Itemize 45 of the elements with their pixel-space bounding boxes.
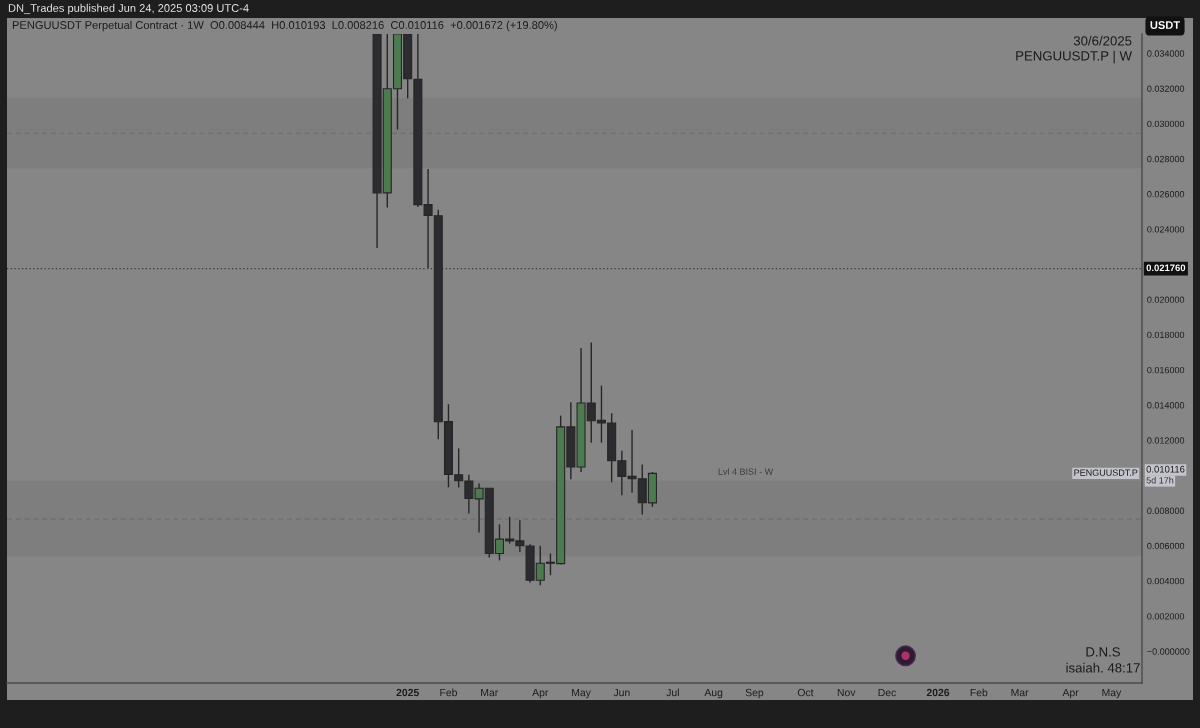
y-tick-label: 0.020000 <box>1147 296 1185 303</box>
text: 5d 17h <box>1146 476 1174 484</box>
x-tick-label: Apr <box>1062 688 1079 699</box>
x-tick-label: May <box>1102 688 1122 699</box>
y-tick-label: 0.008000 <box>1147 507 1185 514</box>
x-tick-label: Apr <box>532 688 549 699</box>
y-tick-label: 0.032000 <box>1147 85 1185 92</box>
x-tick-label: Feb <box>440 688 458 697</box>
x-tick-label: Feb <box>970 688 988 697</box>
y-tick-label: 0.034000 <box>1147 50 1185 57</box>
x-tick-label: Jun <box>613 688 630 697</box>
x-tick-label: May <box>572 688 591 699</box>
annotation: isaiah. 48:17 <box>1066 662 1140 673</box>
annotation: PENGUUSDT.P <box>1074 469 1138 476</box>
text: DN_Trades published Jun 24, 2025 03:09 UTC-4 <box>8 3 249 15</box>
y-tick-label: 0.014000 <box>1147 402 1185 409</box>
ref-line-label: 0.021760 <box>1146 264 1186 272</box>
x-tick-label: Dec <box>878 688 897 697</box>
y-tick-label: 0.018000 <box>1147 331 1185 339</box>
y-axis-title: USDT <box>1150 21 1180 29</box>
x-tick-label: Jul <box>666 688 679 697</box>
y-tick-label: 0.030000 <box>1147 120 1185 128</box>
annotation: PENGUUSDT.P | W <box>1016 50 1132 64</box>
x-tick-label: Aug <box>704 688 723 699</box>
chart-title: PENGUUSDT Perpetual Contract · 1W O0.008444 H0.010193 L0.008216 C0.010116 +0.001672 (+19.80%) <box>12 20 557 32</box>
x-tick-label: 2026 <box>926 688 950 697</box>
x-tick-label: Mar <box>481 688 499 697</box>
annotation: D.N.S <box>1086 647 1120 657</box>
x-tick-label: Nov <box>837 688 856 697</box>
annotation: 30/6/2025 <box>1073 35 1132 46</box>
y-tick-label: 0.028000 <box>1147 155 1185 163</box>
y-tick-label: 0.026000 <box>1147 191 1185 198</box>
y-tick-label: −0.000000 <box>1147 648 1190 655</box>
band-label: Lvl 4 BISI - W <box>718 468 774 475</box>
x-tick-label: Oct <box>797 688 814 697</box>
y-tick-label: 0.002000 <box>1147 613 1185 620</box>
y-tick-label: 0.006000 <box>1147 542 1185 550</box>
y-tick-label: 0.024000 <box>1147 226 1185 233</box>
y-tick-label: 0.016000 <box>1147 366 1185 374</box>
y-tick-label: 0.012000 <box>1147 437 1185 444</box>
x-tick-label: Sep <box>745 688 764 699</box>
text: 0.010116 <box>1146 465 1185 473</box>
y-tick-label: 0.004000 <box>1147 577 1185 585</box>
x-tick-label: 2025 <box>396 688 419 697</box>
x-tick-label: Mar <box>1011 688 1029 697</box>
